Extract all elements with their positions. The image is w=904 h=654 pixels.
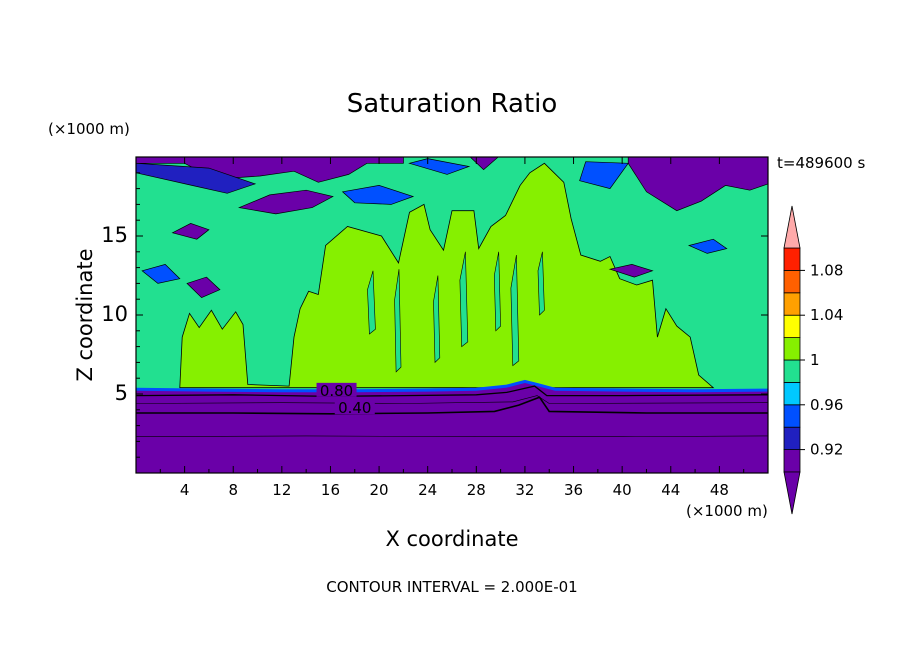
- cloud-blob-10: [687, 238, 728, 254]
- cloud-blob-2: [171, 223, 210, 240]
- colorbar-swatch-7: [783, 292, 801, 316]
- colorbar-swatch-1: [783, 426, 801, 451]
- colorbar-swatch-4: [783, 359, 801, 383]
- x-tick-label: 8: [228, 481, 238, 499]
- x-axis: 4 8 12 16 20 24 28 32 36 40 44 48: [159, 157, 745, 499]
- colorbar-swatch-0: [783, 449, 801, 473]
- y-tick-label: 15: [101, 223, 128, 247]
- cloud-blob-8: [341, 185, 415, 205]
- x-tick-label: 4: [180, 481, 190, 499]
- x-tick-label: 32: [515, 481, 534, 499]
- colorbar-swatch-2: [783, 404, 801, 428]
- colorbar-swatch-9: [783, 247, 801, 271]
- cloud-blob-3: [186, 276, 221, 299]
- x-tick-label: 48: [710, 481, 729, 499]
- colorbar-swatch-6: [783, 314, 801, 339]
- cloud-blob-1: [238, 189, 334, 215]
- colorbar-swatch-3: [783, 381, 801, 406]
- x-tick-label: 28: [467, 481, 486, 499]
- contour-interval-footer: CONTOUR INTERVAL = 2.000E-01: [326, 578, 577, 596]
- gap-1: [394, 269, 402, 373]
- cloud-blob-11: [579, 161, 629, 189]
- x-tick-label: 20: [370, 481, 389, 499]
- saturation-field: [135, 156, 769, 473]
- cloud-blob-4: [608, 264, 654, 278]
- contour-line-2: [135, 395, 769, 404]
- contour-lines: 0.800.40: [135, 382, 769, 438]
- x-tick-label: 36: [564, 481, 583, 499]
- colorbar-tick-label: 0.92: [810, 441, 843, 459]
- contour-line-0: [135, 385, 769, 398]
- x-tick-label: 16: [321, 481, 340, 499]
- gap-3: [459, 251, 469, 348]
- y-unit-label: (×1000 m): [48, 120, 130, 138]
- colorbar-swatch-8: [783, 269, 801, 294]
- contour-line-1: [136, 396, 768, 415]
- gap-0: [367, 270, 376, 335]
- x-tick-label: 12: [272, 481, 291, 499]
- x-tick-label: 44: [661, 481, 680, 499]
- x-axis-label: X coordinate: [385, 527, 518, 551]
- colorbar-over-arrow: [783, 205, 801, 249]
- colorbar: 0.92 0.96 1 1.04 1.08: [783, 205, 843, 515]
- colorbar-under-arrow: [783, 471, 801, 515]
- contour-label-bg-1: [334, 400, 375, 415]
- x-unit-label: (×1000 m): [686, 502, 768, 520]
- contour-label-1: 0.40: [338, 399, 371, 417]
- dry-layer: [136, 381, 768, 473]
- gap-2: [433, 275, 441, 364]
- cloud-blob-12: [408, 158, 471, 175]
- saturated-region: [179, 162, 715, 389]
- colorbar-tick-label: 1.08: [810, 261, 843, 279]
- time-label: t=489600 s: [777, 154, 865, 172]
- gap-6: [537, 251, 545, 316]
- colorbar-swatch-5: [783, 337, 801, 361]
- gap-4: [493, 251, 501, 332]
- chart-title: Saturation Ratio: [347, 89, 558, 119]
- plot-area: 0.800.40: [135, 156, 769, 474]
- cloud-blob-9: [141, 264, 181, 284]
- transition-band: [135, 379, 769, 393]
- x-tick-label: 40: [613, 481, 632, 499]
- colorbar-tick-label: 0.96: [810, 396, 843, 414]
- y-tick-label: 10: [101, 302, 128, 326]
- contour-label-0: 0.80: [320, 382, 353, 400]
- colorbar-tick-label: 1.04: [810, 306, 843, 324]
- contour-label-bg-0: [316, 382, 357, 397]
- colorbar-tick-label: 1: [810, 351, 820, 369]
- gap-5: [510, 254, 520, 367]
- y-axis-label: Z coordinate: [73, 248, 97, 381]
- y-axis: 5 10 15: [101, 172, 768, 458]
- contour-line-3: [135, 435, 769, 438]
- y-tick-label: 5: [115, 381, 128, 405]
- x-tick-label: 24: [418, 481, 437, 499]
